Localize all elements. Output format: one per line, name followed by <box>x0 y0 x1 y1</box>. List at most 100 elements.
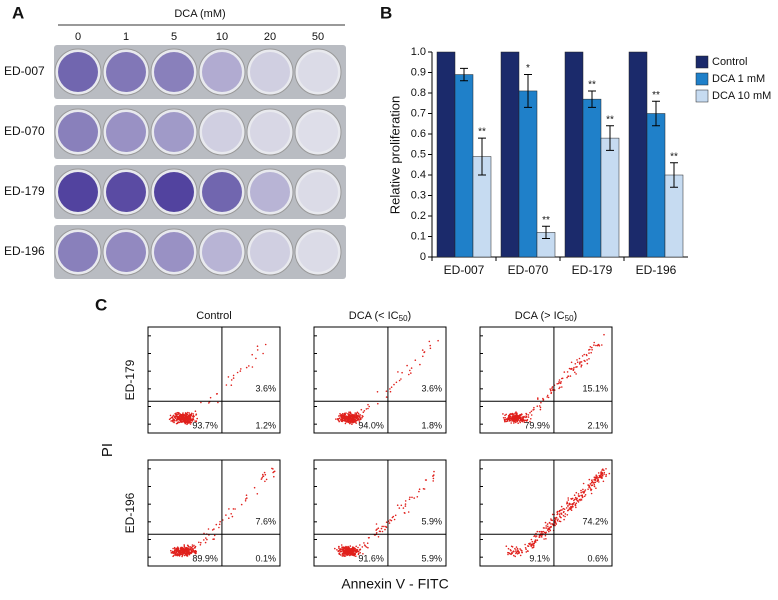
event-dot <box>583 353 585 356</box>
event-dot <box>525 415 527 417</box>
event-dot <box>349 417 351 420</box>
event-dot <box>521 419 523 422</box>
event-dot <box>512 420 515 422</box>
event-dot <box>344 550 346 553</box>
event-dot <box>366 542 369 544</box>
event-dot <box>178 415 180 418</box>
event-dot <box>194 552 197 555</box>
event-dot <box>236 371 239 374</box>
event-dot <box>350 412 352 415</box>
event-dot <box>343 417 346 420</box>
quadrant-percent: 74.2% <box>582 517 608 527</box>
event-dot <box>179 413 181 415</box>
event-dot <box>529 420 531 423</box>
event-dot <box>342 554 344 557</box>
event-dot <box>272 471 274 474</box>
event-dot <box>355 412 358 415</box>
event-dot <box>423 351 425 354</box>
event-dot <box>347 421 350 424</box>
event-dot <box>389 388 391 390</box>
event-dot <box>559 386 561 389</box>
event-dot <box>589 487 591 489</box>
event-dot <box>544 521 547 524</box>
event-dot <box>348 411 350 414</box>
event-dot <box>521 420 524 423</box>
event-dot <box>581 494 583 497</box>
event-dot <box>601 477 603 479</box>
column-label: 10 <box>216 31 228 43</box>
event-dot <box>516 419 518 422</box>
event-dot <box>353 415 355 417</box>
event-dot <box>213 538 215 540</box>
event-dot <box>193 550 195 552</box>
event-dot <box>574 371 576 374</box>
event-dot <box>192 545 194 548</box>
event-dot <box>558 379 561 381</box>
event-dot <box>188 546 191 548</box>
header-part: Control <box>196 310 231 322</box>
event-dot <box>531 540 534 543</box>
event-dot <box>542 530 544 533</box>
significance-label: ** <box>542 215 550 226</box>
event-dot <box>187 418 189 421</box>
event-dot <box>185 553 188 555</box>
event-dot <box>512 550 515 552</box>
event-dot <box>177 417 179 419</box>
event-dot <box>350 417 353 420</box>
event-dot <box>177 421 179 424</box>
event-dot <box>533 406 535 409</box>
event-dot <box>200 541 202 544</box>
event-dot <box>194 420 196 422</box>
event-dot <box>397 371 399 373</box>
event-dot <box>184 549 187 551</box>
legend-swatch <box>695 72 709 86</box>
event-dot <box>354 550 357 552</box>
event-dot <box>177 413 180 415</box>
event-dot <box>181 554 184 556</box>
legend-label: Control <box>712 56 747 68</box>
event-dot <box>429 347 432 350</box>
event-dot <box>231 515 234 518</box>
event-dot <box>590 483 592 485</box>
event-dot <box>357 550 360 553</box>
event-dot <box>230 513 232 515</box>
event-dot <box>189 421 192 424</box>
event-dot <box>551 513 554 516</box>
event-dot <box>594 476 597 479</box>
event-dot <box>407 511 410 513</box>
event-dot <box>367 407 369 410</box>
event-dot <box>389 519 391 521</box>
event-dot <box>171 420 174 422</box>
event-dot <box>390 519 393 522</box>
event-dot <box>557 518 559 520</box>
event-dot <box>188 553 191 556</box>
event-dot <box>515 549 517 551</box>
event-dot <box>406 364 408 367</box>
event-dot <box>572 369 575 372</box>
well-stain <box>202 232 242 272</box>
event-dot <box>530 414 533 416</box>
event-dot <box>572 503 575 505</box>
event-dot <box>183 549 185 551</box>
event-dot <box>563 510 565 513</box>
event-dot <box>418 488 421 491</box>
event-dot <box>338 547 340 550</box>
event-dot <box>556 519 559 522</box>
event-dot <box>182 547 185 549</box>
event-dot <box>578 498 581 501</box>
event-dot <box>402 507 405 509</box>
event-dot <box>389 390 392 393</box>
plot-frame <box>147 326 281 434</box>
event-dot <box>344 422 347 425</box>
header-part: ) <box>408 310 412 322</box>
event-dot <box>589 346 592 348</box>
event-dot <box>209 396 212 399</box>
event-dot <box>570 497 572 500</box>
event-dot <box>404 500 407 502</box>
event-dot <box>525 548 527 550</box>
event-dot <box>505 413 508 416</box>
column-header: DCA (> IC50) <box>515 310 577 323</box>
event-dot <box>529 411 531 414</box>
event-dot <box>532 544 535 547</box>
event-dot <box>547 396 550 399</box>
